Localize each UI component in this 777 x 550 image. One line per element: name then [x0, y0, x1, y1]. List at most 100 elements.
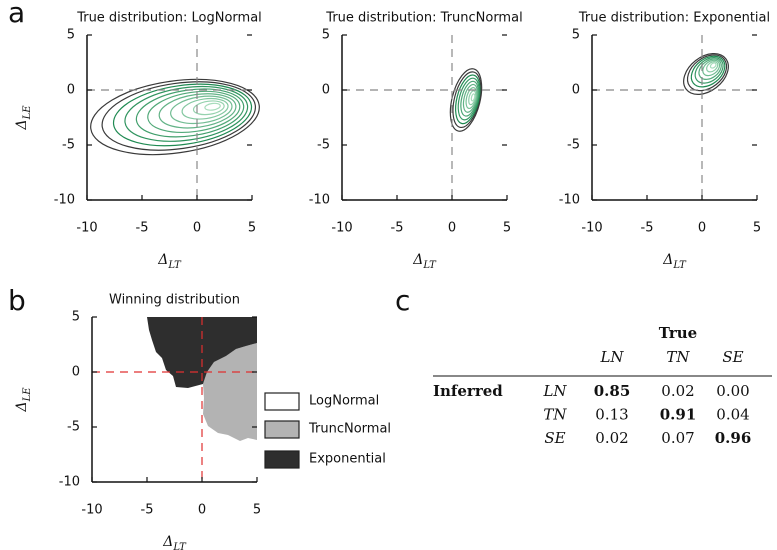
contour: [452, 71, 482, 129]
legend-label: TruncNormal: [308, 422, 391, 437]
contour: [706, 61, 719, 73]
contour: [470, 93, 476, 102]
contour: [181, 97, 229, 120]
contour: [158, 93, 237, 129]
plot: [449, 68, 483, 132]
y-tick-label: -5: [67, 420, 80, 435]
table-row-label: SE: [544, 429, 565, 447]
plot: [683, 52, 729, 96]
y-tick-label: -10: [309, 193, 330, 208]
table-cell: 0.00: [716, 382, 749, 400]
chart-title: True distribution: LogNormal: [76, 11, 262, 26]
x-tick-label: -5: [641, 221, 654, 236]
x-tick-label: 5: [248, 221, 256, 236]
legend-label: Exponential: [309, 452, 386, 467]
table-cell: 0.13: [595, 406, 628, 424]
y-tick-label: 5: [72, 310, 80, 325]
panel-label: b: [8, 284, 26, 317]
table-cell: 0.04: [716, 406, 749, 424]
contour: [204, 102, 221, 111]
y-tick-label: -10: [559, 193, 580, 208]
table-row-label: TN: [543, 406, 567, 424]
y-tick-label: 0: [322, 83, 330, 98]
contour: [465, 87, 478, 110]
table-column: TN: [666, 348, 690, 366]
contour: [709, 62, 717, 69]
x-tick-label: -10: [331, 221, 352, 236]
table-cell: 0.02: [595, 429, 628, 447]
panel-label: c: [395, 284, 410, 317]
table-row-label: LN: [542, 382, 567, 400]
x-tick-label: -10: [581, 221, 602, 236]
table-cell: 0.91: [660, 406, 697, 424]
table-cell: 0.96: [715, 429, 752, 447]
chart-title: True distribution: TruncNormal: [325, 11, 522, 26]
x-axis-label: ΔLT: [157, 252, 182, 271]
y-tick-label: -5: [567, 138, 580, 153]
y-axis-label: ΔLE: [14, 105, 33, 131]
x-tick-label: -5: [141, 503, 154, 518]
contour: [683, 52, 729, 96]
chart-title: True distribution: Exponential: [578, 11, 770, 26]
contour: [147, 90, 241, 133]
x-axis-label: ΔLT: [412, 252, 437, 271]
x-axis-label: ΔLT: [162, 534, 187, 550]
contour: [690, 55, 726, 88]
contour: [468, 90, 477, 106]
contour: [101, 81, 257, 151]
y-tick-label: 5: [67, 28, 75, 43]
y-tick-label: -5: [317, 138, 330, 153]
contour: [702, 59, 721, 77]
contour: [694, 57, 724, 84]
table-column: SE: [722, 348, 743, 366]
contour: [698, 58, 722, 80]
table-row-group: Inferred: [433, 382, 503, 400]
table-cell: 0.85: [594, 382, 631, 400]
contour: [112, 83, 253, 147]
x-tick-label: -5: [136, 221, 149, 236]
table-cell: 0.07: [661, 429, 694, 447]
legend-swatch: [264, 420, 300, 439]
x-tick-label: 0: [193, 221, 201, 236]
x-tick-label: 0: [198, 503, 206, 518]
y-tick-label: 0: [572, 83, 580, 98]
chart-title: Winning distribution: [109, 293, 240, 308]
x-tick-label: -10: [76, 221, 97, 236]
y-tick-label: 5: [572, 28, 580, 43]
plot: [90, 78, 260, 156]
x-tick-label: 5: [503, 221, 511, 236]
legend-swatch: [264, 450, 300, 469]
contour: [192, 100, 225, 116]
contour: [457, 77, 480, 121]
y-tick-label: 5: [322, 28, 330, 43]
contour: [460, 80, 479, 117]
contour: [686, 54, 728, 92]
contour: [124, 86, 249, 142]
contour: [90, 78, 260, 156]
legend-swatch: [264, 392, 300, 411]
x-tick-label: -5: [391, 221, 404, 236]
x-tick-label: 5: [753, 221, 761, 236]
contour: [455, 74, 481, 125]
region: [203, 343, 257, 441]
y-tick-label: 0: [72, 365, 80, 380]
contour: [462, 83, 478, 113]
x-tick-label: 0: [698, 221, 706, 236]
x-tick-label: 5: [253, 503, 261, 518]
y-tick-label: -10: [54, 193, 75, 208]
panel-label: a: [8, 0, 25, 29]
x-tick-label: 0: [448, 221, 456, 236]
table-cell: 0.02: [661, 382, 694, 400]
x-axis-label: ΔLT: [662, 252, 687, 271]
legend-label: LogNormal: [309, 394, 379, 409]
y-tick-label: -5: [62, 138, 75, 153]
contour: [170, 95, 233, 125]
y-tick-label: -10: [59, 475, 80, 490]
x-tick-label: -10: [81, 503, 102, 518]
plot: [92, 317, 257, 482]
y-axis-label: ΔLE: [14, 387, 33, 413]
y-tick-label: 0: [67, 83, 75, 98]
table-column: LN: [599, 348, 624, 366]
table-header-group: True: [659, 324, 697, 342]
